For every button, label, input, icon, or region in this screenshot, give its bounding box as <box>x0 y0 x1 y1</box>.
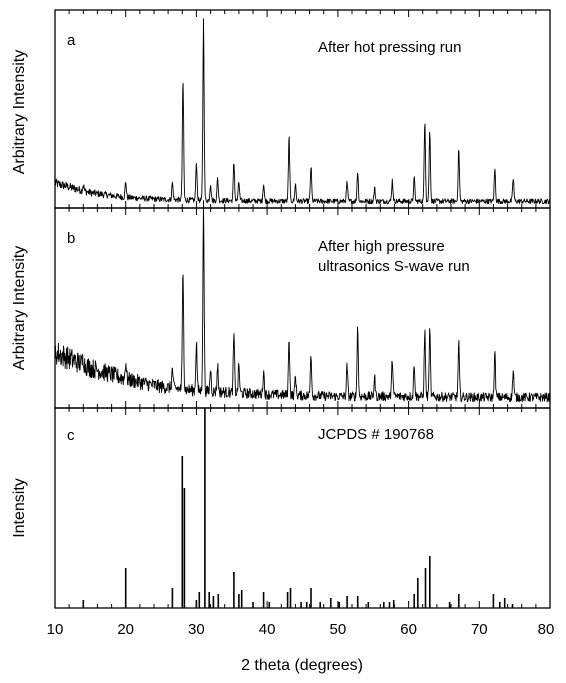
x-tick-label: 20 <box>117 621 134 638</box>
panel-b-trace <box>54 200 551 403</box>
panel-b-annotation-line1: After high pressure <box>318 238 445 255</box>
panel-a-letter: a <box>67 32 76 49</box>
panel-c-frame <box>54 407 551 609</box>
panel-a-ylabel: Arbitrary Intensity <box>11 50 28 174</box>
trace-layer <box>54 18 551 403</box>
x-tick-label: 10 <box>47 621 64 638</box>
x-tick-label: 70 <box>471 621 488 638</box>
panel-a-annotation: After hot pressing run <box>318 39 461 56</box>
x-tick-label: 80 <box>538 621 555 638</box>
panel-c-ylabel: Intensity <box>11 478 28 538</box>
panel-c-letter: c <box>67 427 75 444</box>
x-tick-label: 50 <box>330 621 347 638</box>
tick-layer <box>54 10 551 608</box>
panel-a-trace <box>54 18 551 205</box>
x-tick-label: 40 <box>259 621 276 638</box>
x-tick-label: 30 <box>188 621 205 638</box>
panel-b-annotation-line2: ultrasonics S-wave run <box>318 258 470 275</box>
x-tick-label: 60 <box>400 621 417 638</box>
panel-b-ylabel: Arbitrary Intensity <box>11 246 28 370</box>
stick-layer <box>82 408 514 608</box>
x-axis-label: 2 theta (degrees) <box>241 657 363 674</box>
panel-c-annotation: JCPDS # 190768 <box>318 426 434 443</box>
panel-b-letter: b <box>67 230 75 247</box>
panel-a-frame <box>54 9 551 209</box>
